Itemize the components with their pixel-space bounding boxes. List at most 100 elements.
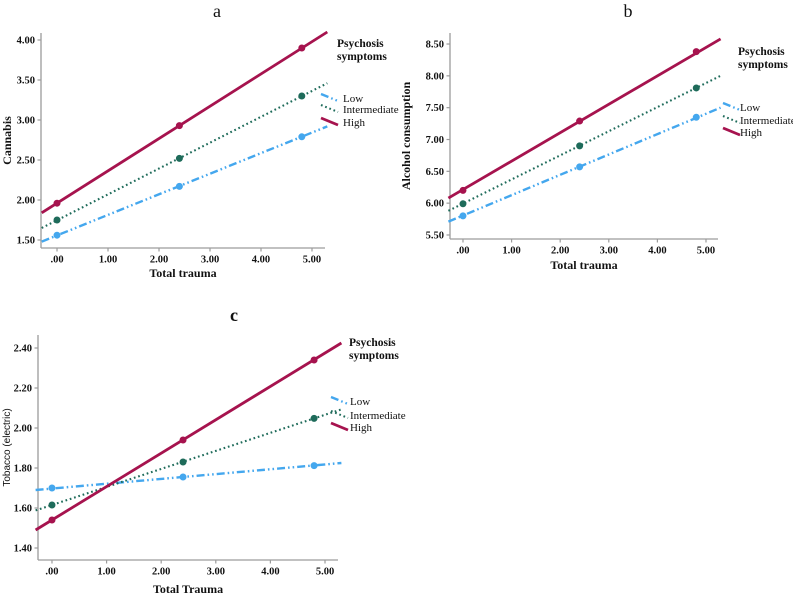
y-tick-label: 6.50 xyxy=(426,167,444,178)
x-axis-title: Total trauma xyxy=(149,266,216,280)
axes xyxy=(449,33,718,240)
legend-entry-intermediate: Intermediate xyxy=(343,104,399,116)
chart-b-alcohol-plot: .00 1.00 2.00 3.00 4.00 5.00 5.50 6.00 6.50 7.00 7… xyxy=(399,33,793,272)
y-tick-label: 8.50 xyxy=(426,40,444,51)
y-tick-label: 2.00 xyxy=(17,196,35,207)
series-marker-intermediate xyxy=(179,458,187,466)
legend-entry-high: High xyxy=(740,127,763,139)
y-tick-label: 7.00 xyxy=(426,135,444,146)
legend-entry-low: Low xyxy=(350,396,370,408)
series-high xyxy=(447,37,722,200)
y-tick-label: 2.00 xyxy=(14,424,32,435)
y-tick-label: 1.60 xyxy=(14,504,32,515)
y-tick-label: 2.20 xyxy=(14,384,32,395)
y-tick-label: 8.00 xyxy=(426,71,444,82)
series-marker-intermediate xyxy=(298,92,306,100)
series-low xyxy=(35,461,342,492)
legend-swatch-high xyxy=(320,116,339,127)
series-marker-low xyxy=(179,473,187,481)
series-low xyxy=(41,125,328,243)
y-tick-label: 7.50 xyxy=(426,103,444,114)
series-marker-high xyxy=(298,44,306,52)
y-tick-label: 2.40 xyxy=(14,344,32,355)
series-intermediate xyxy=(41,82,328,229)
legend-swatch-intermediate xyxy=(722,115,741,124)
y-tick-label: 4.00 xyxy=(17,36,35,47)
series-marker-low xyxy=(692,113,700,121)
series-marker-intermediate xyxy=(310,414,318,422)
x-axis-title: Total Trauma xyxy=(153,582,223,596)
series-line-intermediate xyxy=(447,74,722,212)
legend-swatch-low xyxy=(722,101,741,112)
x-tick-label: 5.00 xyxy=(303,255,321,266)
y-tick-label: 1.50 xyxy=(17,236,35,247)
y-tick-label: 1.80 xyxy=(14,464,32,475)
x-axis-ticks: .00 1.00 2.00 3.00 4.00 5.00 xyxy=(45,560,334,578)
y-axis-ticks: 1.50 2.00 2.50 3.00 3.50 4.00 xyxy=(17,36,41,247)
series-marker-low xyxy=(53,231,61,239)
series-marker-high xyxy=(175,122,183,130)
legend-swatch-intermediate xyxy=(330,410,349,419)
axes xyxy=(37,335,338,561)
series-marker-high xyxy=(179,436,187,444)
series-line-low xyxy=(41,125,328,243)
legend-swatch-intermediate xyxy=(320,104,339,113)
x-tick-label: 5.00 xyxy=(697,246,715,257)
series-marker-low xyxy=(298,133,306,141)
x-tick-label: .00 xyxy=(50,255,63,266)
x-tick-label: 2.00 xyxy=(152,567,170,578)
x-tick-label: 4.00 xyxy=(648,246,666,257)
series-line-intermediate xyxy=(35,408,342,512)
series-low xyxy=(447,106,722,223)
legend-title: symptoms xyxy=(349,350,399,362)
series-line-low xyxy=(35,461,342,492)
series-intermediate xyxy=(35,408,342,512)
series-marker-high xyxy=(459,186,467,194)
legend-swatch-low xyxy=(330,395,349,406)
legend-entry-high: High xyxy=(343,117,366,129)
x-tick-label: .00 xyxy=(45,567,58,578)
x-tick-label: 3.00 xyxy=(207,567,225,578)
x-tick-label: .00 xyxy=(456,246,469,257)
series-intermediate xyxy=(447,74,722,212)
y-axis-ticks: 5.50 6.00 6.50 7.00 7.50 8.00 8.50 xyxy=(426,40,450,241)
x-tick-label: 2.00 xyxy=(150,255,168,266)
y-tick-label: 1.40 xyxy=(14,544,32,555)
y-tick-label: 3.00 xyxy=(17,116,35,127)
series-marker-high xyxy=(576,117,584,125)
x-tick-label: 4.00 xyxy=(252,255,270,266)
series-marker-low xyxy=(459,212,467,220)
x-tick-label: 5.00 xyxy=(316,567,334,578)
axes xyxy=(40,33,325,249)
series-marker-low xyxy=(175,182,183,190)
panel-label-a: a xyxy=(213,1,221,21)
series-marker-low xyxy=(576,163,584,171)
series-line-intermediate xyxy=(41,82,328,229)
series-marker-high xyxy=(692,48,700,56)
legend-title: Psychosis xyxy=(349,337,396,349)
x-axis-ticks: .00 1.00 2.00 3.00 4.00 5.00 xyxy=(456,239,715,257)
y-tick-label: 5.50 xyxy=(426,230,444,241)
x-tick-label: 1.00 xyxy=(99,255,117,266)
x-tick-label: 1.00 xyxy=(502,246,520,257)
y-tick-label: 6.00 xyxy=(426,199,444,210)
legend-entry-high: High xyxy=(350,422,373,434)
x-tick-label: 3.00 xyxy=(201,255,219,266)
series-marker-low xyxy=(48,484,56,492)
y-axis-title: Cannabis xyxy=(0,116,14,165)
series-line-high xyxy=(40,30,329,214)
series-marker-low xyxy=(310,462,318,470)
series-high xyxy=(34,341,343,532)
y-axis-ticks: 1.40 1.60 1.80 2.00 2.20 2.40 xyxy=(14,344,38,555)
chart-c-tobacco-plot: .00 1.00 2.00 3.00 4.00 5.00 1.40 1.60 1.80 2.00 2… xyxy=(2,335,406,596)
series-marker-intermediate xyxy=(48,501,56,509)
y-axis-title: Alcohol consumption xyxy=(399,82,413,191)
series-marker-intermediate xyxy=(692,84,700,92)
series-marker-intermediate xyxy=(53,216,61,224)
series-line-high xyxy=(34,341,343,532)
series-marker-high xyxy=(310,356,318,364)
legend-entry-low: Low xyxy=(343,93,363,105)
series-marker-high xyxy=(48,516,56,524)
